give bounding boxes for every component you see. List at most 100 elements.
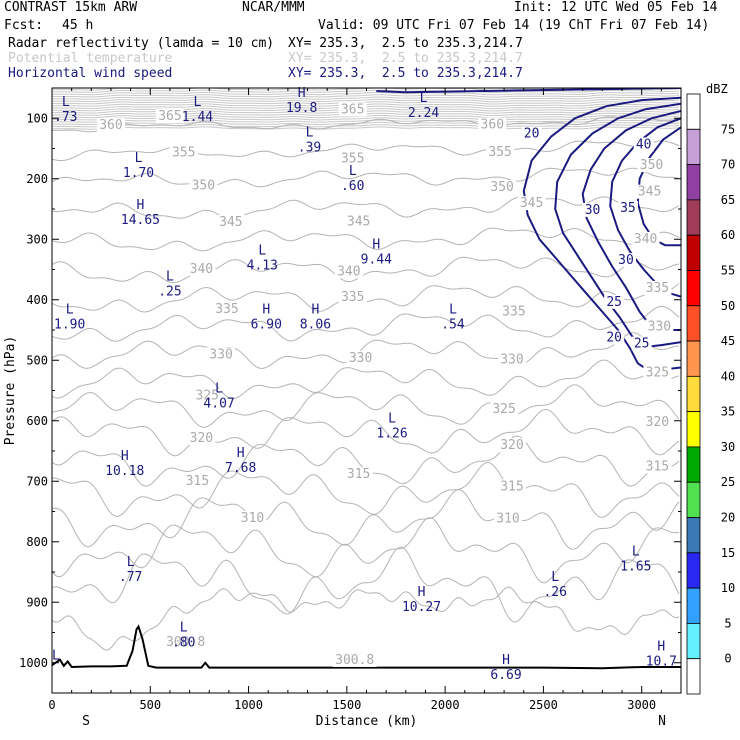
colorbar-label: 15 <box>721 546 735 560</box>
field-name-reflectivity: Radar reflectivity (lamda = 10 cm) <box>8 36 275 51</box>
x-tick-label: 2000 <box>431 698 460 712</box>
theta-line <box>52 305 680 342</box>
colorbar-swatch <box>686 164 701 201</box>
theta-label: 360 <box>481 118 504 133</box>
theta-label-bg <box>631 231 660 246</box>
colorbar-label: 45 <box>721 334 735 348</box>
extremum-value: 1.70 <box>123 166 154 181</box>
extremum-letter: H <box>311 303 319 318</box>
wind-label-bg <box>631 336 652 351</box>
theta-label-bg <box>478 117 507 132</box>
y-tick-label: 700 <box>26 474 48 488</box>
colorbar-swatch <box>686 199 701 236</box>
colorbar-swatch <box>686 658 701 695</box>
extremum-letter: L <box>449 303 457 318</box>
theta-label: 345 <box>520 196 543 211</box>
extremum-letter: H <box>121 449 129 464</box>
y-tick-label: 200 <box>26 172 48 186</box>
theta-line <box>52 94 680 98</box>
extremum-letter: H <box>418 585 426 600</box>
theta-label: 355 <box>172 145 195 160</box>
theta-label: 330 <box>648 320 671 335</box>
colorbar-swatch <box>686 234 701 271</box>
theta-label-bg <box>193 388 222 403</box>
colorbar-label: 70 <box>721 158 735 172</box>
extremum-value: .26 <box>543 585 566 600</box>
wind-label-bg <box>615 253 636 268</box>
theta-line <box>52 517 680 584</box>
theta-label: 335 <box>341 290 364 305</box>
theta-label: 315 <box>646 459 669 474</box>
colorbar-label: 40 <box>721 369 735 383</box>
extremum-value: .73 <box>54 110 77 125</box>
field-xy-reflectivity: XY= 235.3, 2.5 to 235.3,214.7 <box>288 36 523 51</box>
extremum-letter: L <box>258 243 266 258</box>
wind-speed-label: 40 <box>636 138 652 153</box>
theta-label: 330 <box>349 351 372 366</box>
theta-label-bg <box>346 351 375 366</box>
theta-line <box>52 586 680 651</box>
wind-speed-label: 30 <box>618 253 634 268</box>
extremum-value: 6.69 <box>490 668 521 683</box>
theta-label-bg <box>344 214 373 229</box>
colorbar-label: 50 <box>721 299 735 313</box>
extremum-value: 10.7 <box>646 655 677 670</box>
x-tick-label: 1500 <box>332 698 361 712</box>
theta-label-bg <box>490 401 519 416</box>
extremum-letter: H <box>657 640 665 655</box>
wind-speed-label: 25 <box>606 295 622 310</box>
plot-axes: 0 500 1000 1500 2000 2500 3000 100 200 300 400 500 6… <box>3 87 682 729</box>
theta-label: 345 <box>219 215 242 230</box>
theta-line <box>52 126 680 130</box>
colorbar-swatch <box>686 481 701 518</box>
extremum-value: .60 <box>341 179 364 194</box>
wind-speed-label: 35 <box>620 201 636 216</box>
theta-line <box>52 117 680 121</box>
theta-line <box>52 461 680 518</box>
theta-label-bg <box>338 289 367 304</box>
x-tick-label: 500 <box>139 698 161 712</box>
wind-label-bg <box>633 137 654 152</box>
theta-label-bg <box>163 634 208 649</box>
theta-line <box>52 98 680 103</box>
theta-label-bg <box>155 109 184 124</box>
theta-line <box>52 91 680 96</box>
org-label: NCAR/MMM <box>242 0 305 15</box>
fcst-label: Fcst: <box>4 18 44 33</box>
y-tick-label: 100 <box>26 111 48 125</box>
field-xy-wind: XY= 235.3, 2.5 to 235.3,214.7 <box>288 66 523 81</box>
init-time: Init: 12 UTC Wed 05 Feb 14 <box>514 0 718 15</box>
extremum-value: 4.13 <box>247 258 278 273</box>
theta-label: 340 <box>190 262 213 277</box>
extremum-value: 19.8 <box>286 101 317 116</box>
wind-contour-line <box>581 110 681 331</box>
extremum-value: 14.65 <box>121 213 160 228</box>
extremum-letter: L <box>420 91 428 106</box>
y-tick-label: 600 <box>26 414 48 428</box>
theta-line <box>52 196 680 220</box>
theta-label-bg <box>169 145 198 160</box>
theta-label-bg <box>643 459 672 474</box>
theta-label: 315 <box>347 467 370 482</box>
theta-line <box>52 96 680 100</box>
colorbar-swatch <box>686 587 701 624</box>
extremum-value: 9.44 <box>361 252 392 267</box>
colorbar-swatch <box>686 340 701 377</box>
extremum-letter: L <box>62 95 70 110</box>
theta-label: 330 <box>500 352 523 367</box>
extremum-letter: L <box>215 381 223 396</box>
theta-label: 335 <box>215 302 238 317</box>
theta-label: 345 <box>347 214 370 229</box>
y-tick-label: 400 <box>26 293 48 307</box>
theta-label-bg <box>497 438 526 453</box>
extremum-letter: L <box>66 303 74 318</box>
theta-line <box>52 140 680 162</box>
extremum-value: 6.90 <box>251 318 282 333</box>
extremum-letter: L <box>388 412 396 427</box>
y-tick-label: 500 <box>26 353 48 367</box>
extremum-letter: L <box>52 649 60 664</box>
y-tick-label: 300 <box>26 232 48 246</box>
wind-speed-label: 20 <box>524 127 540 142</box>
wind-label-bg <box>617 201 638 216</box>
